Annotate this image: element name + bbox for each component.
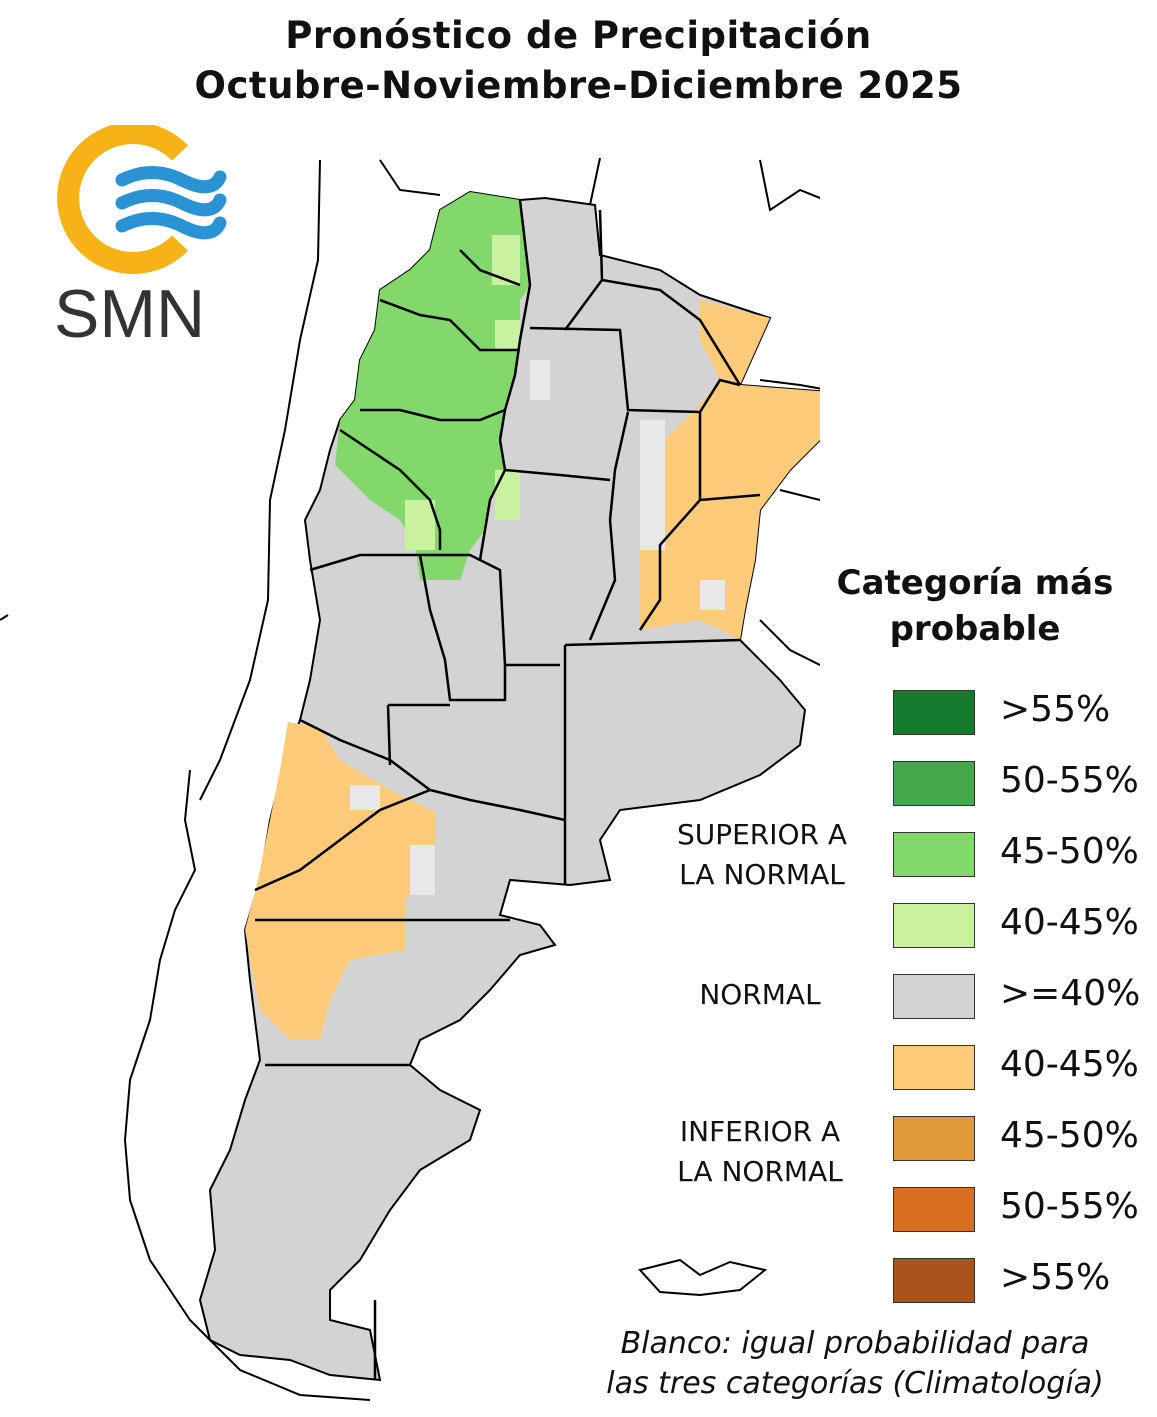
legend-label: 45-50% <box>1000 831 1139 872</box>
legend-label: 45-50% <box>1000 1115 1139 1156</box>
legend-label: >55% <box>1000 689 1111 730</box>
legend-title-line2: probable <box>889 609 1061 649</box>
malvinas-islands <box>638 1258 768 1297</box>
map-subtitle: Octubre-Noviembre-Diciembre 2025 <box>194 64 963 107</box>
region-climatology <box>350 360 725 895</box>
legend-swatch <box>893 1187 975 1232</box>
legend-swatch <box>893 1045 975 1090</box>
legend-label: 40-45% <box>1000 902 1139 943</box>
note-line2: las tres categorías (Climatología) <box>606 1366 1104 1401</box>
logo-ring-icon <box>57 125 188 274</box>
region-above-normal <box>335 192 530 580</box>
category-superior-line2: LA NORMAL <box>679 858 845 891</box>
smn-logo: SMN <box>54 125 227 350</box>
legend-title-line1: Categoría más <box>836 563 1114 603</box>
legend-swatch <box>893 832 975 877</box>
legend-swatch <box>893 1258 975 1303</box>
region-below-normal-ne <box>640 300 820 640</box>
argentina-map <box>0 157 820 1401</box>
neighbor-borders <box>0 157 820 801</box>
legend-label: >=40% <box>1000 973 1141 1014</box>
region-below-normal-patagonia <box>245 722 435 1040</box>
legend-label: >55% <box>1000 1257 1111 1298</box>
map-title: Pronóstico de Precipitación <box>285 14 872 57</box>
legend-swatch <box>893 974 975 1019</box>
logo-text: SMN <box>54 276 205 350</box>
chile-coast <box>123 769 371 1401</box>
logo-waves-icon <box>115 166 227 240</box>
legend-label: 50-55% <box>1000 1186 1139 1227</box>
category-inferior-line1: INFERIOR A <box>679 1115 841 1148</box>
legend-swatch <box>893 690 975 735</box>
category-superior-line1: SUPERIOR A <box>676 818 848 851</box>
legend-swatch <box>893 761 975 806</box>
category-normal: NORMAL <box>699 978 821 1011</box>
note-line1: Blanco: igual probabilidad para <box>620 1326 1090 1361</box>
legend-swatch <box>893 1116 975 1161</box>
legend-label: 50-55% <box>1000 760 1139 801</box>
category-inferior-line2: LA NORMAL <box>677 1155 843 1188</box>
legend-swatch <box>893 903 975 948</box>
province-borders <box>254 199 761 1380</box>
legend-label: 40-45% <box>1000 1044 1139 1085</box>
